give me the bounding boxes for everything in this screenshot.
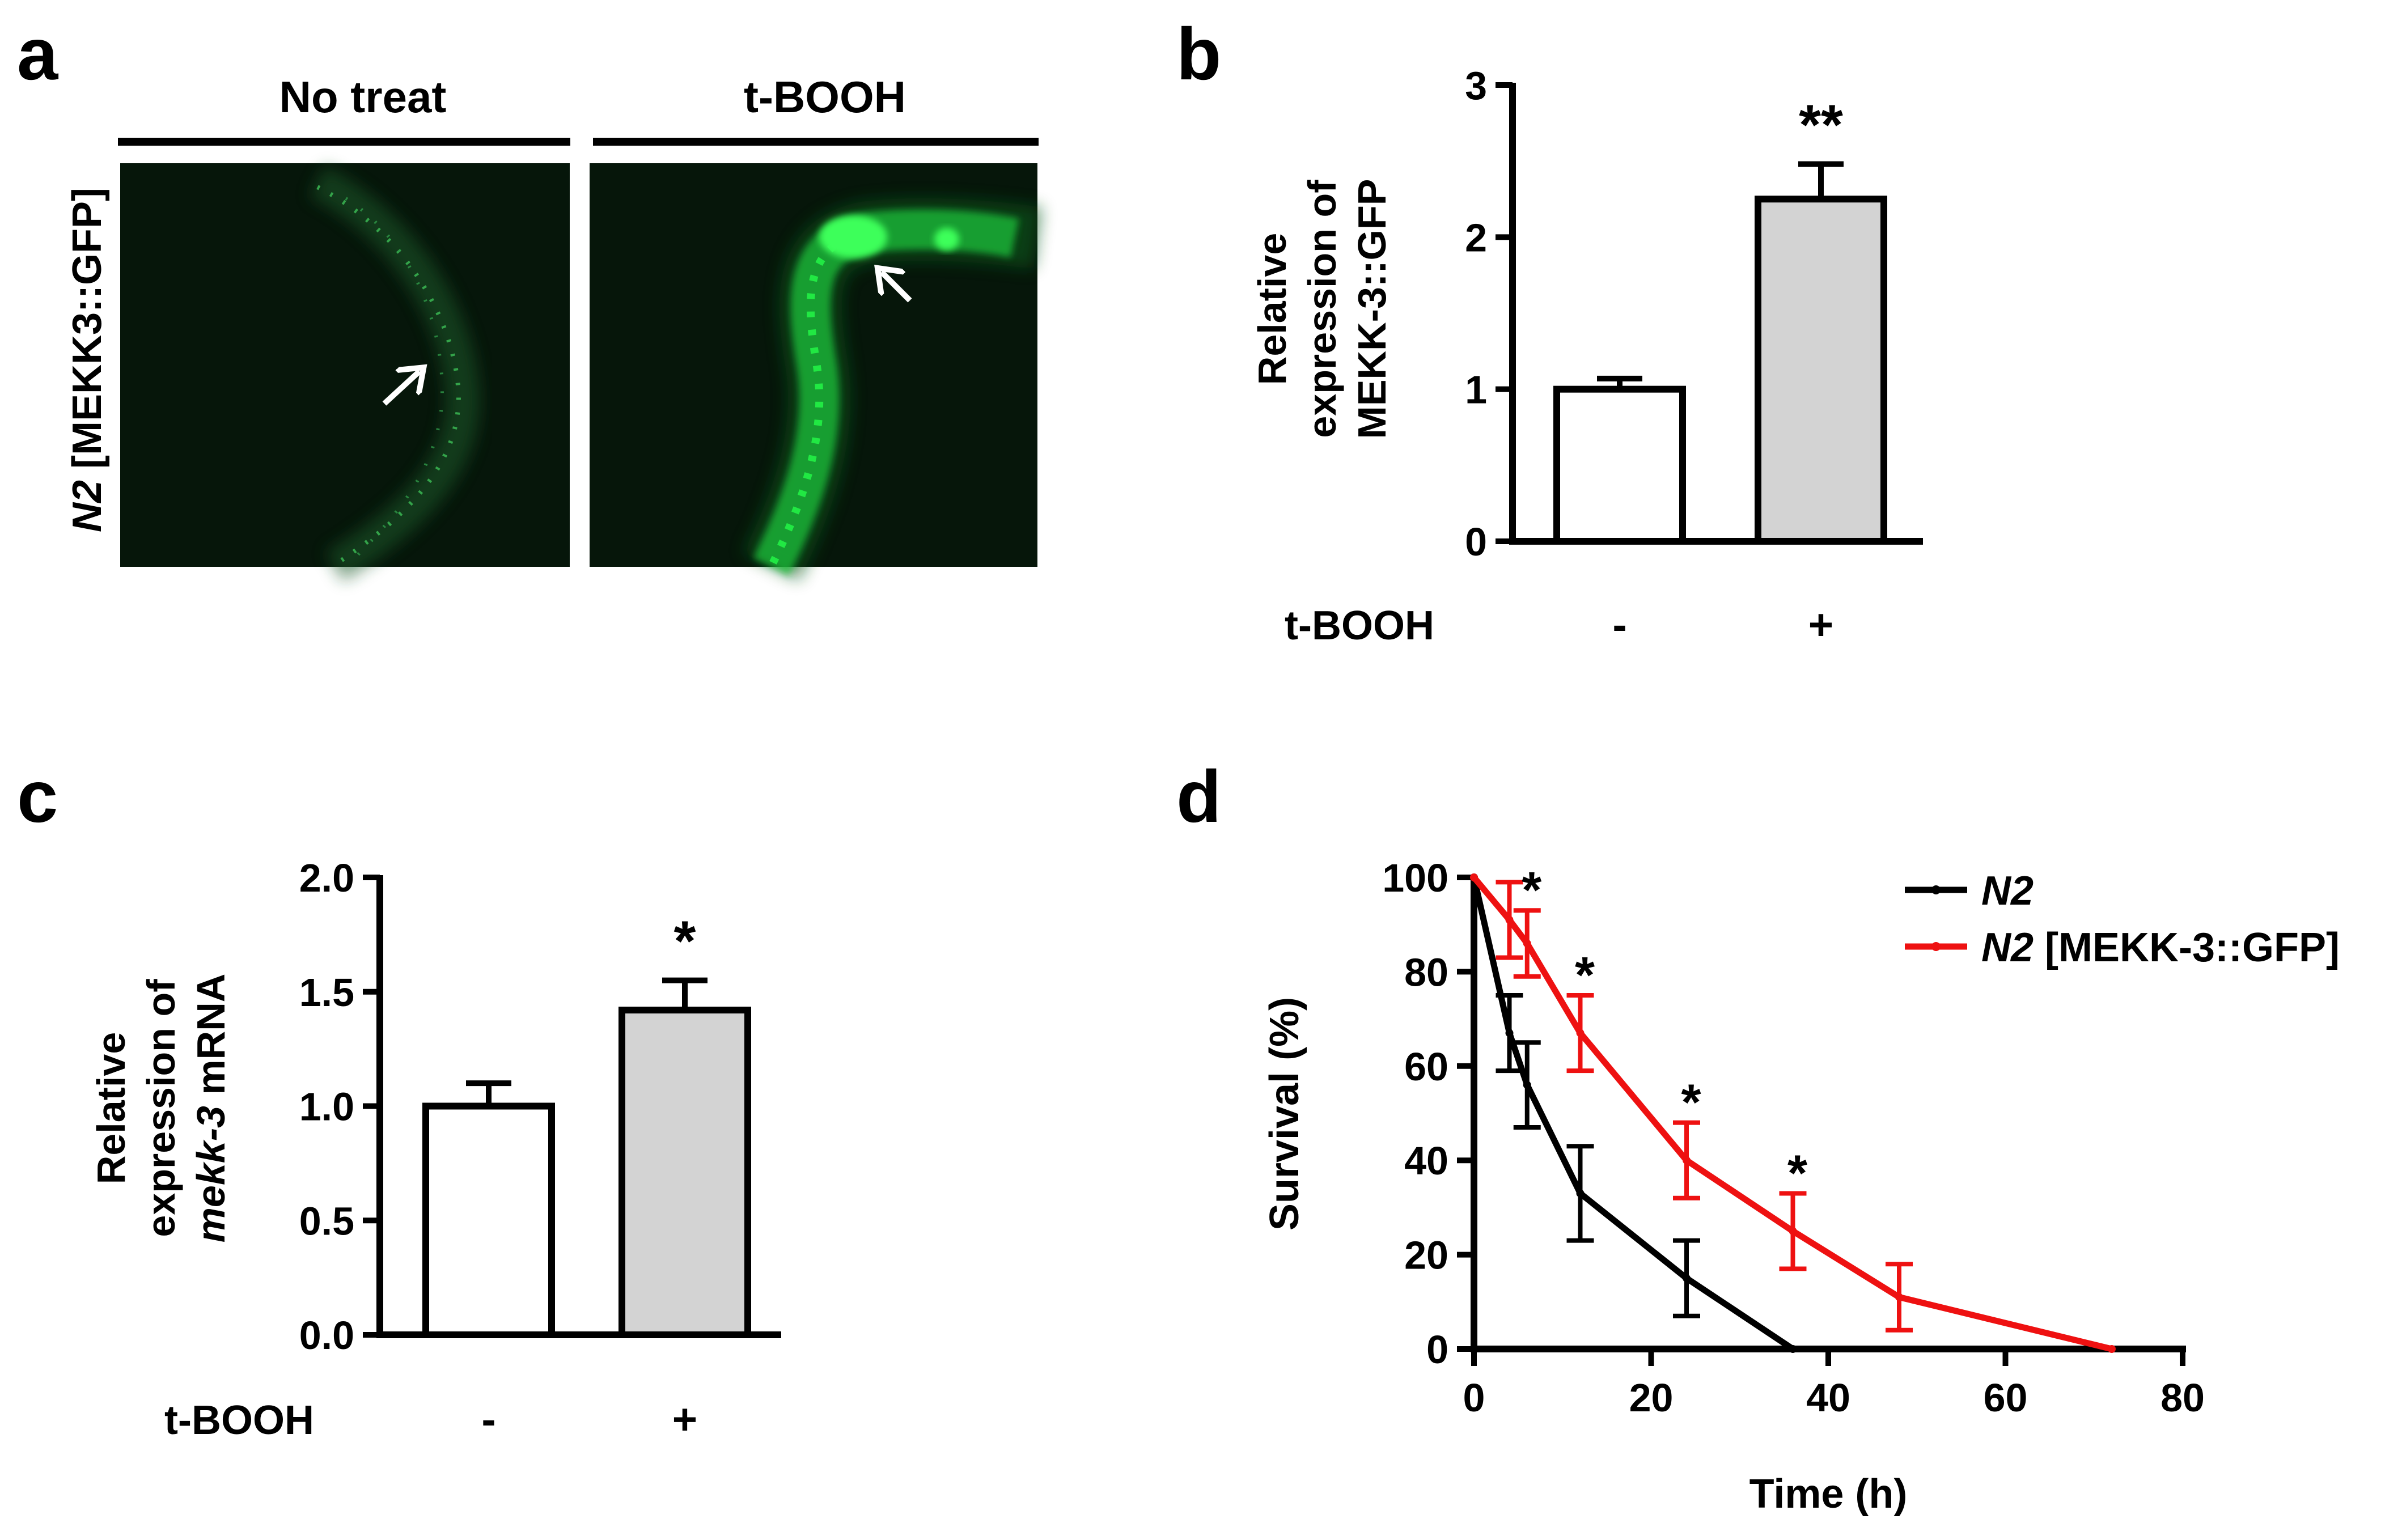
y-tick-label: 1.0: [299, 1085, 354, 1129]
y-tick-label: 0: [1426, 1327, 1448, 1372]
legend-label-italic: N2: [1981, 925, 2034, 970]
panel-c-letter: c: [17, 755, 58, 838]
significance-label: *: [1681, 1075, 1701, 1131]
y-axis-label-line: Relative: [89, 1032, 133, 1184]
y-tick-label: 1: [1465, 368, 1487, 412]
data-point: [1789, 1227, 1797, 1235]
category-label: -: [481, 1395, 495, 1444]
x-tick-label: 20: [1629, 1376, 1674, 1420]
bar-control: [422, 1102, 555, 1338]
data-point: [1505, 915, 1514, 924]
data-point: [1523, 939, 1531, 948]
condition-label-t-booh: t-BOOH: [744, 72, 906, 122]
y-axis-label-line: MEKK-3::GFP: [1350, 179, 1394, 439]
micrograph-t-booh: [590, 163, 1042, 581]
data-point: [1683, 1156, 1691, 1165]
y-tick-label: 1.5: [299, 970, 354, 1015]
y-axis-label-line: Relative: [1250, 233, 1294, 385]
panel-b: b 0 1 2 3 - ** + t-BOOH Relative expression of MEK…: [1176, 12, 1923, 649]
legend-marker: [1931, 942, 1941, 951]
panel-c: c 0.0 0.5 1.0 1.5 2.0 - * + t-BOOH Relative expres…: [17, 755, 781, 1444]
legend-label-rest: [MEKK-3::GFP]: [2034, 925, 2340, 970]
significance-label: **: [1799, 94, 1843, 157]
legend-marker: [1931, 885, 1941, 894]
category-label: +: [1808, 601, 1833, 649]
y-axis-label-line: mekk-3 mRNA: [189, 974, 233, 1243]
significance-label: *: [1522, 862, 1541, 919]
panel-d: d 0 20 40 60 80 100 0 20 40 60 80 Time (h) Survival …: [1176, 755, 2340, 1517]
chart-c: 0.0 0.5 1.0 1.5 2.0 - * + t-BOOH Relative expressi…: [89, 856, 781, 1444]
y-axis-label: Relative expression of MEKK-3::GFP: [1250, 179, 1394, 439]
y-tick-label: 60: [1404, 1045, 1448, 1089]
chart-d: 0 20 40 60 80 100 0 20 40 60 80 Time (h) Survival (%…: [1262, 856, 2340, 1517]
data-point: [1505, 1029, 1514, 1037]
data-point: [1789, 1345, 1797, 1353]
chart-b: 0 1 2 3 - ** + t-BOOH Relative expression of MEKK-…: [1250, 63, 1923, 649]
category-label: -: [1612, 601, 1626, 649]
y-tick-label: 0: [1465, 520, 1487, 564]
data-point: [1470, 873, 1478, 881]
bar-treated: [618, 1007, 751, 1338]
legend-label: N2: [1981, 868, 2034, 914]
series-line-0: [1471, 876, 1795, 1352]
significance-label: *: [1787, 1145, 1807, 1202]
y-axis-label-line: expression of: [139, 979, 183, 1237]
series-line-1: [1471, 875, 2113, 1352]
category-axis-label: t-BOOH: [164, 1398, 314, 1443]
y-axis-label-italic: mekk-3: [189, 1106, 233, 1242]
x-axis-label: Time (h): [1749, 1471, 1908, 1517]
y-axis-label: Relative expression of mekk-3 mRNA: [89, 974, 233, 1243]
y-tick-label: 2.0: [299, 856, 354, 900]
data-point: [2108, 1345, 2116, 1353]
data-point: [1895, 1293, 1903, 1301]
x-tick-label: 80: [2160, 1376, 2205, 1420]
data-point: [1683, 1274, 1691, 1283]
panel-a: a No treat t-BOOH N2 [MEKK3::GFP]: [17, 12, 1042, 582]
legend-label: N2 [MEKK-3::GFP]: [1981, 925, 2340, 970]
arrow-no-treat: [382, 371, 420, 406]
panel-d-letter: d: [1176, 755, 1221, 838]
y-tick-label: 80: [1404, 950, 1448, 994]
y-tick-label: 20: [1404, 1233, 1448, 1278]
category-label: +: [672, 1395, 697, 1444]
micrograph-no-treat: [120, 163, 570, 582]
panel-b-letter: b: [1176, 12, 1221, 95]
y-tick-label: 0.5: [299, 1199, 354, 1243]
category-axis-label: t-BOOH: [1285, 603, 1434, 648]
bar-control: [1553, 385, 1686, 545]
y-axis-label: Survival (%): [1262, 997, 1307, 1231]
condition-label-no-treat: No treat: [279, 72, 447, 122]
x-tick-label: 40: [1806, 1376, 1850, 1420]
data-point: [1576, 1029, 1585, 1037]
data-point: [1523, 1081, 1531, 1089]
legend-label-italic: N2: [1981, 868, 2034, 914]
y-tick-label: 40: [1404, 1139, 1448, 1183]
panel-a-letter: a: [17, 12, 59, 95]
y-tick-label: 100: [1382, 856, 1448, 900]
y-tick-label: 2: [1465, 215, 1487, 260]
row-label: N2 [MEKK3::GFP]: [65, 188, 110, 532]
x-tick-label: 60: [1984, 1376, 2028, 1420]
y-tick-label: 0.0: [299, 1313, 354, 1357]
y-axis-label-rest: mRNA: [189, 974, 233, 1106]
x-tick-label: 0: [1463, 1376, 1485, 1420]
arrow-t-booh: [882, 272, 912, 303]
y-axis-label-line: expression of: [1300, 180, 1344, 438]
y-tick-label: 3: [1465, 63, 1487, 108]
bar-treated: [1755, 196, 1887, 545]
data-point: [1576, 1189, 1585, 1198]
significance-label: *: [1575, 947, 1595, 1004]
significance-label: *: [674, 910, 696, 973]
